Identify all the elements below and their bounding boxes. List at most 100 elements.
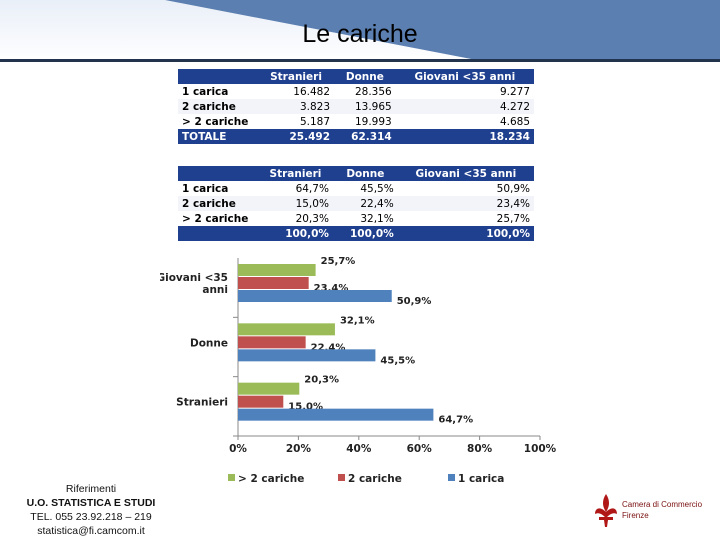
category-label: Stranieri	[176, 397, 228, 409]
data-label: 50,9%	[397, 296, 432, 307]
header-corner	[178, 166, 258, 181]
bar	[238, 395, 284, 408]
data-label: 22,4%	[311, 342, 346, 353]
data-label: 32,1%	[340, 315, 375, 326]
total-cell: 62.314	[334, 129, 396, 144]
footer-office: U.O. STATISTICA E STUDI	[26, 497, 156, 509]
category-label: Donne	[190, 337, 228, 349]
row-label: > 2 cariche	[182, 212, 249, 225]
bar	[238, 264, 316, 276]
x-tick-label: 60%	[407, 443, 433, 455]
x-tick-label: 100%	[524, 443, 557, 455]
table-cell: 16.482	[293, 85, 331, 98]
data-label: 25,7%	[321, 256, 356, 267]
logo-text: Camera di Commercio Firenze	[622, 499, 702, 521]
row-label: 2 cariche	[178, 196, 258, 211]
footer-contacts: Riferimenti U.O. STATISTICA E STUDI TEL.…	[0, 482, 182, 538]
category-label: anni	[202, 284, 228, 296]
legend-swatch	[338, 474, 345, 481]
x-tick-label: 0%	[229, 443, 247, 455]
row-label: 2 cariche	[178, 99, 258, 114]
header-divider	[0, 59, 720, 62]
logo-line2: Firenze	[622, 511, 649, 520]
data-label: 45,5%	[380, 355, 415, 366]
page-title: Le cariche	[302, 20, 418, 48]
percent-table: Stranieri Donne Giovani <35 anni 1 carica 64…	[178, 166, 534, 241]
row-label: > 2 cariche	[182, 115, 249, 128]
slide-header: Le cariche	[0, 0, 720, 62]
footer-phone: TEL. 055 23.92.218 – 219	[30, 511, 152, 523]
total-row: TOTALE 25.492 62.314 18.234	[178, 129, 534, 144]
table-header-row: Stranieri Donne Giovani <35 anni	[178, 166, 534, 181]
total-cell: 25.492	[258, 129, 335, 144]
category-label: Giovani <35	[160, 272, 228, 284]
bar	[238, 336, 306, 349]
table-row: 1 carica 64,7% 45,5% 50,9%	[178, 181, 534, 196]
bar	[238, 349, 376, 362]
column-header: Donne	[334, 69, 396, 84]
table-cell: 50,9%	[496, 182, 530, 195]
row-label: 1 carica	[182, 85, 229, 98]
x-tick-label: 80%	[467, 443, 493, 455]
table-cell: 64,7%	[295, 182, 329, 195]
header-corner	[178, 69, 258, 84]
column-header: Donne	[332, 166, 398, 181]
footer-heading: Riferimenti	[65, 483, 117, 495]
legend-swatch	[448, 474, 455, 481]
table-cell: 19.993	[354, 115, 392, 128]
row-label: 1 carica	[182, 182, 229, 195]
bar	[238, 408, 434, 421]
x-tick-label: 20%	[286, 443, 312, 455]
x-tick-label: 40%	[346, 443, 372, 455]
bar	[238, 323, 335, 336]
table-cell: 4.685	[499, 115, 530, 128]
total-cell: 100,0%	[258, 226, 333, 241]
table-cell: 45,5%	[360, 182, 394, 195]
data-label: 23,4%	[314, 283, 349, 294]
chamber-logo: Camera di Commercio Firenze	[592, 490, 708, 530]
legend-label: 1 carica	[458, 473, 504, 485]
table-cell: 3.823	[258, 99, 335, 114]
legend-label: > 2 cariche	[238, 473, 304, 485]
table-row: 2 cariche 3.823 13.965 4.272	[178, 99, 534, 114]
legend-label: 2 cariche	[348, 473, 402, 485]
table-cell: 15,0%	[258, 196, 333, 211]
column-header: Giovani <35 anni	[395, 69, 534, 84]
table-cell: 28.356	[354, 85, 392, 98]
table-cell: 20,3%	[295, 212, 329, 225]
total-label	[178, 226, 258, 241]
logo-line1: Camera di Commercio	[622, 500, 703, 509]
data-label: 64,7%	[438, 415, 473, 426]
data-label: 20,3%	[304, 375, 339, 386]
total-row: 100,0% 100,0% 100,0%	[178, 226, 534, 241]
lily-emblem-icon	[595, 494, 617, 527]
column-header: Stranieri	[258, 69, 335, 84]
table-row: > 2 cariche 5.187 19.993 4.685	[178, 114, 534, 129]
table-cell: 5.187	[299, 115, 331, 128]
table-cell: 13.965	[334, 99, 396, 114]
counts-table: Stranieri Donne Giovani <35 anni 1 carica 16…	[178, 69, 534, 144]
table-cell: 23,4%	[397, 196, 534, 211]
data-label: 15,0%	[288, 402, 323, 413]
bar	[238, 290, 392, 302]
table-header-row: Stranieri Donne Giovani <35 anni	[178, 69, 534, 84]
total-label: TOTALE	[178, 129, 258, 144]
column-header: Stranieri	[258, 166, 333, 181]
table-cell: 9.277	[499, 85, 530, 98]
total-cell: 100,0%	[332, 226, 398, 241]
table-cell: 22,4%	[332, 196, 398, 211]
table-cell: 32,1%	[360, 212, 394, 225]
table-cell: 4.272	[395, 99, 534, 114]
table-cell: 25,7%	[496, 212, 530, 225]
table-row: 1 carica 16.482 28.356 9.277	[178, 84, 534, 99]
footer-email: statistica@fi.camcom.it	[37, 525, 145, 537]
total-cell: 18.234	[395, 129, 534, 144]
total-cell: 100,0%	[397, 226, 534, 241]
bar	[238, 382, 300, 395]
table-row: 2 cariche 15,0% 22,4% 23,4%	[178, 196, 534, 211]
table-row: > 2 cariche 20,3% 32,1% 25,7%	[178, 211, 534, 226]
legend-swatch	[228, 474, 235, 481]
bar	[238, 277, 309, 289]
column-header: Giovani <35 anni	[397, 166, 534, 181]
